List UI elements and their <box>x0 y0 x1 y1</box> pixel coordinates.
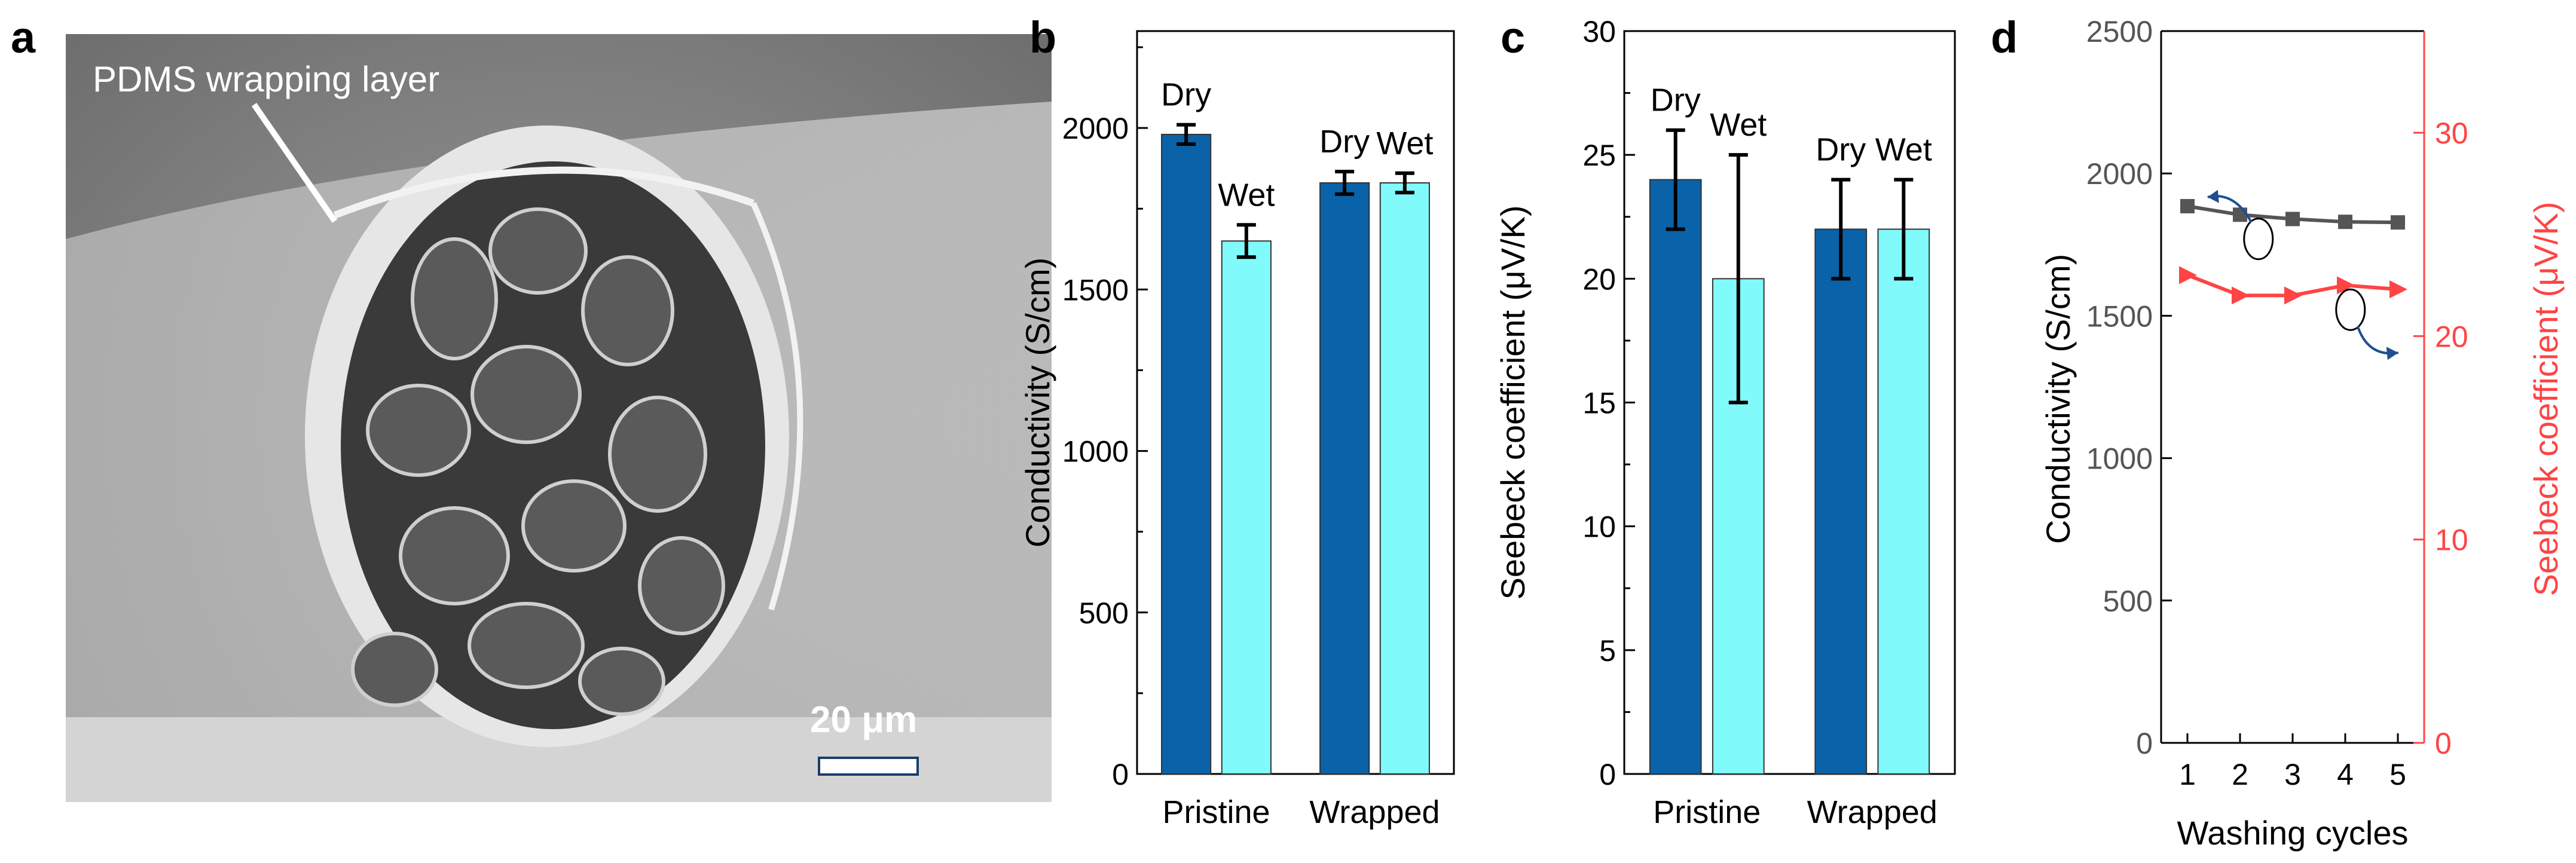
axis-indicator-circle-conductivity <box>2243 218 2274 261</box>
x-tick-label: Pristine <box>1162 794 1270 830</box>
marker-seebeck <box>2232 286 2250 305</box>
x-axis-title: Washing cycles <box>2177 814 2409 852</box>
left-y-axis-title: Conductivity (S/cm) <box>2039 254 2077 544</box>
y-tick-label: 20 <box>1582 262 1616 296</box>
bar-dry <box>1814 228 1868 775</box>
y-tick-label: 30 <box>1582 15 1616 48</box>
arrowhead-seebeck <box>2386 347 2398 360</box>
x-tick-label: 1 <box>2179 758 2196 791</box>
y-tick-label: 0 <box>1112 758 1129 791</box>
marker-conductivity <box>2180 198 2195 213</box>
bar-label-wet: Wet <box>1376 126 1433 161</box>
y-tick-label: 2000 <box>1062 112 1129 145</box>
right-y-tick-label: 0 <box>2435 727 2452 760</box>
marker-conductivity <box>2391 215 2405 230</box>
panel-d: d 0 500 1000 1500 2000 2500 0 10 20 30 1 2 3 4 5 Washin… <box>1991 13 2565 852</box>
bar-dry <box>1319 182 1370 775</box>
bar-label-dry: Dry <box>1161 77 1211 113</box>
panel-c-label: c <box>1501 13 1525 62</box>
left-y-tick-label: 1500 <box>2086 299 2153 333</box>
left-y-tick-label: 2500 <box>2086 15 2153 48</box>
scale-bar <box>818 757 919 776</box>
bar-wet <box>1877 228 1930 775</box>
annotation-pointer <box>251 103 338 223</box>
bar-wet <box>1221 240 1272 775</box>
panel-b: b 0 500 1000 1500 2000 Conductivity (S/cm) Pri… <box>1019 13 1455 830</box>
x-tick-label: Wrapped <box>1807 794 1938 830</box>
bar-label-wet: Wet <box>1875 132 1932 168</box>
y-tick-label: 10 <box>1582 510 1616 544</box>
bar-wet <box>1379 182 1430 775</box>
marker-conductivity <box>2285 212 2300 227</box>
x-tick-label: Wrapped <box>1309 794 1440 830</box>
right-y-tick-label: 10 <box>2435 524 2468 557</box>
axis-indicator-arrow-seebeck <box>2356 326 2399 355</box>
plot-frame <box>1136 30 1455 775</box>
x-tick-label: 5 <box>2389 758 2406 791</box>
x-tick-label: Pristine <box>1653 794 1761 830</box>
marker-seebeck <box>2284 286 2302 305</box>
arrowhead-conductivity <box>2207 189 2219 203</box>
y-tick-label: 500 <box>1079 596 1129 630</box>
panel-a: a PDMS wrapping <box>11 13 1052 802</box>
marker-seebeck <box>2389 280 2407 299</box>
panel-b-label: b <box>1029 13 1056 62</box>
axis-indicator-circle-seebeck <box>2335 288 2366 331</box>
marker-seebeck <box>2179 266 2197 284</box>
y-tick-label: 25 <box>1582 139 1616 172</box>
left-y-tick-label: 0 <box>2136 727 2153 760</box>
bar-label-dry: Dry <box>1319 124 1370 160</box>
bar-label-dry: Dry <box>1651 82 1701 118</box>
bar-label-wet: Wet <box>1710 107 1767 143</box>
annotation-pdms: PDMS wrapping layer <box>93 59 439 99</box>
panel-a-label: a <box>11 13 36 62</box>
y-axis-title: Conductivity (S/cm) <box>1019 258 1056 547</box>
bar-dry <box>1649 179 1702 775</box>
y-tick-label: 1000 <box>1062 435 1129 469</box>
x-tick-label: 3 <box>2284 758 2301 791</box>
y-tick-label: 5 <box>1599 634 1616 668</box>
y-tick-label: 1500 <box>1062 273 1129 307</box>
marker-seebeck <box>2337 276 2355 295</box>
right-y-axis-title: Seebeck coefficient (μV/K) <box>2527 202 2565 596</box>
y-tick-label: 15 <box>1582 387 1616 420</box>
panel-c: c 0 5 10 15 20 25 30 Seebeck coefficient (μV/K)… <box>1494 13 1956 830</box>
left-y-tick-label: 1000 <box>2086 442 2153 476</box>
sem-image <box>66 34 1052 802</box>
panel-d-label: d <box>1991 13 2018 62</box>
y-tick-label: 0 <box>1599 758 1616 791</box>
scale-bar-label: 20 μm <box>810 699 917 740</box>
right-y-tick-label: 20 <box>2435 320 2468 353</box>
bar-label-dry: Dry <box>1816 132 1866 168</box>
x-tick-label: 4 <box>2337 758 2354 791</box>
marker-conductivity <box>2233 207 2247 222</box>
bar-dry <box>1161 133 1212 775</box>
left-y-tick-label: 2000 <box>2086 157 2153 191</box>
right-y-tick-label: 30 <box>2435 117 2468 150</box>
bar-label-wet: Wet <box>1218 177 1275 213</box>
marker-conductivity <box>2338 215 2352 229</box>
y-axis-title: Seebeck coefficient (μV/K) <box>1494 206 1532 600</box>
left-y-tick-label: 500 <box>2103 584 2153 618</box>
x-tick-label: 2 <box>2232 758 2248 791</box>
